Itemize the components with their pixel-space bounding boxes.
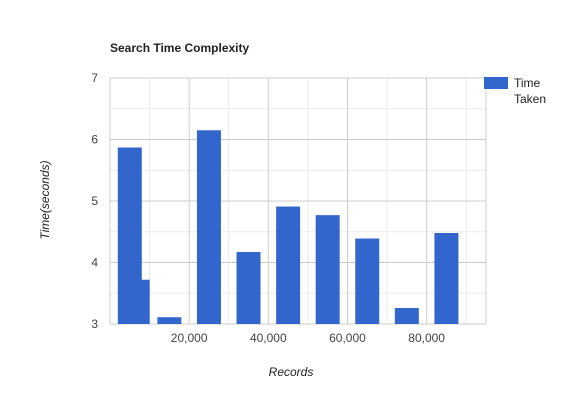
bar [434, 232, 459, 324]
legend-label: Time Taken [514, 76, 546, 106]
x-tick-label: 40,000 [250, 331, 287, 345]
bar [355, 238, 380, 324]
legend-swatch [484, 77, 508, 89]
y-tick-label: 5 [91, 194, 98, 208]
x-tick-label: 80,000 [408, 331, 445, 345]
bar [236, 252, 261, 324]
bar [276, 206, 301, 324]
x-axis-ticks: 20,000 40,000 60,000 80,000 [171, 331, 446, 345]
x-tick-label: 20,000 [171, 331, 208, 345]
y-tick-label: 3 [91, 317, 98, 331]
bar [157, 317, 182, 324]
bar [394, 308, 419, 324]
bar [196, 130, 221, 324]
chart-title: Search Time Complexity [110, 41, 249, 55]
legend: Time Taken [484, 76, 546, 106]
bar [315, 215, 340, 324]
bar-series [117, 130, 459, 324]
bar [125, 279, 150, 324]
y-tick-label: 7 [91, 71, 98, 85]
x-tick-label: 60,000 [329, 331, 366, 345]
y-axis-title: Time(seconds) [38, 160, 52, 239]
y-tick-label: 4 [91, 256, 98, 270]
y-tick-label: 6 [91, 133, 98, 147]
x-axis-title: Records [269, 365, 314, 379]
y-axis-ticks: 3 4 5 6 7 [91, 71, 98, 331]
